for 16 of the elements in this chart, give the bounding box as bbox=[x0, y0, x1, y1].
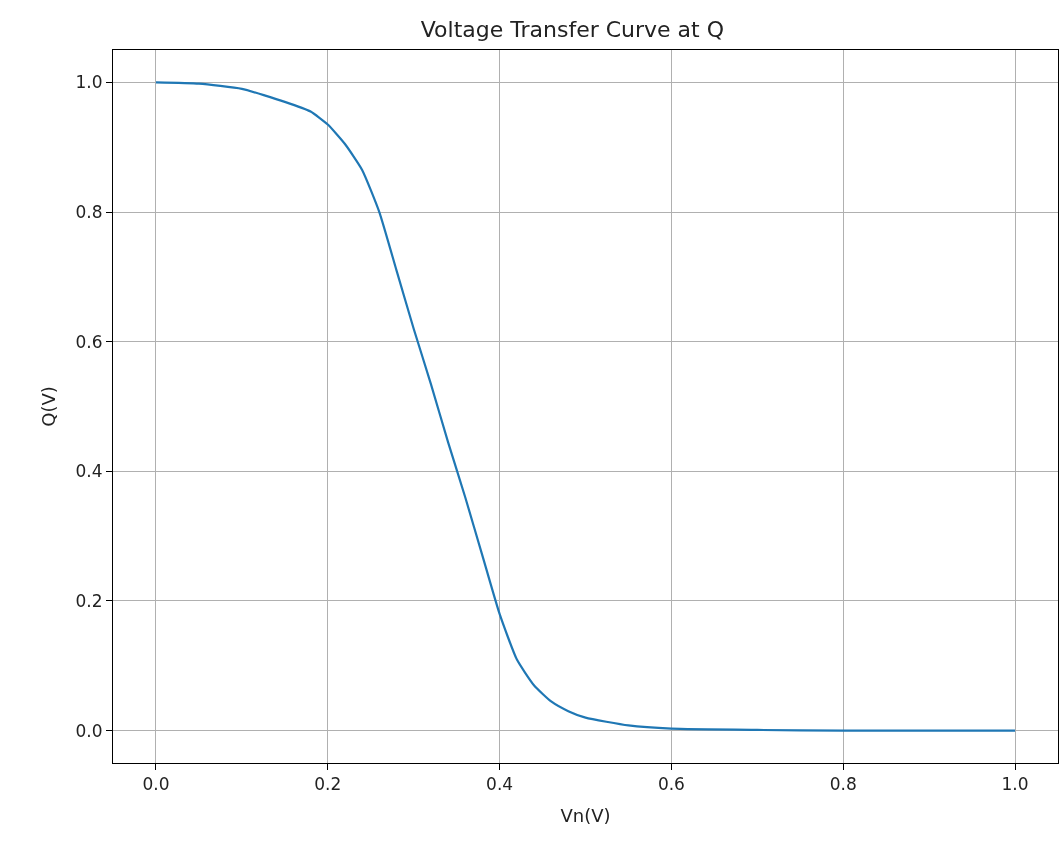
y-tick-label: 0.8 bbox=[75, 202, 103, 222]
y-tick-label: 1.0 bbox=[75, 72, 103, 93]
y-tick-label: 0.6 bbox=[75, 331, 103, 352]
x-tick-label: 0.8 bbox=[829, 774, 857, 795]
chart-title: Voltage Transfer Curve at Q bbox=[420, 16, 725, 42]
line-series bbox=[154, 81, 1017, 732]
y-tick-label: 0.4 bbox=[75, 461, 103, 482]
x-tick-label: 0.0 bbox=[142, 774, 170, 795]
x-tick-label: 1.0 bbox=[1001, 774, 1029, 795]
x-tick-label: 0.6 bbox=[657, 774, 685, 795]
x-axis-title: Vn(V) bbox=[560, 804, 611, 826]
y-axis-title: Q(V) bbox=[37, 386, 59, 427]
y-tick-label: 0.0 bbox=[75, 720, 103, 741]
x-tick-label: 0.4 bbox=[486, 774, 514, 795]
y-tick-label: 0.2 bbox=[75, 590, 103, 611]
x-tick-label: 0.2 bbox=[314, 774, 342, 795]
